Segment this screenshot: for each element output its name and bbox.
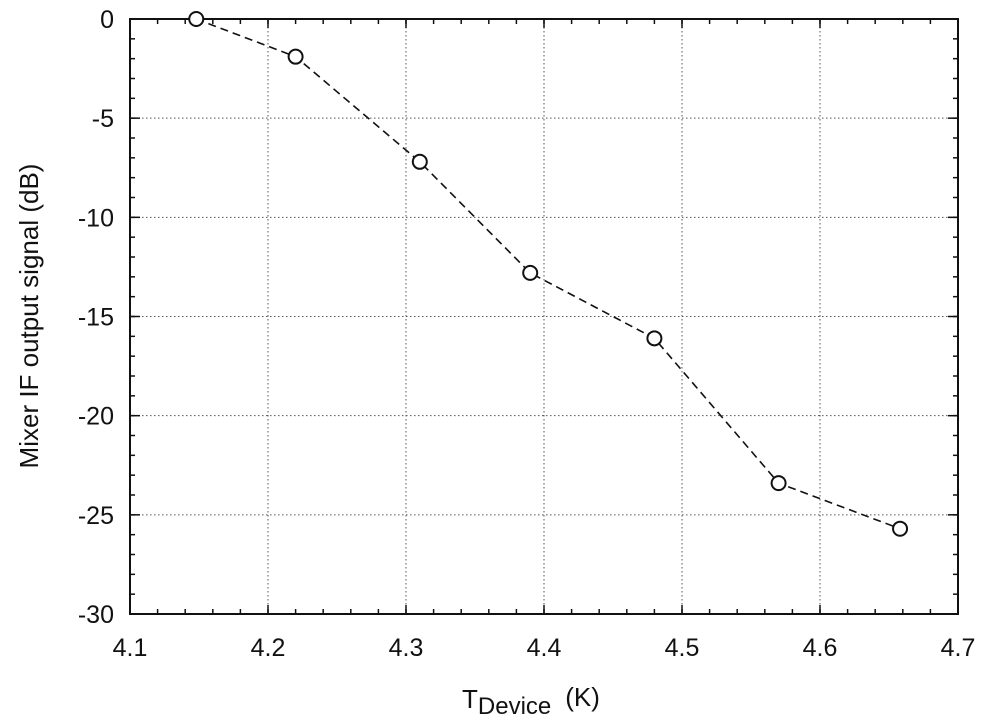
- y-axis-label: Mixer IF output signal (dB): [14, 164, 44, 469]
- data-point-marker: [188, 11, 205, 27]
- x-axis-label-unit: (K): [565, 682, 600, 712]
- x-axis-label: TDevice (K): [462, 682, 600, 720]
- x-tick-label: 4.5: [665, 634, 700, 662]
- y-tick-label: -15: [78, 304, 114, 332]
- x-axis-label-main: T: [462, 684, 478, 714]
- x-tick-label: 4.1: [113, 634, 148, 662]
- grid: [130, 19, 958, 614]
- x-tick-label: 4.3: [389, 634, 424, 662]
- y-tick-label: -25: [78, 502, 114, 530]
- x-tick-labels: 4.1 4.2 4.3 4.4 4.5 4.6 4.7: [113, 634, 976, 662]
- data-point-marker: [287, 48, 304, 65]
- data-point-marker: [411, 153, 428, 170]
- data-point-marker: [892, 520, 909, 537]
- data-point-marker: [770, 475, 787, 492]
- data-point-marker: [522, 264, 539, 281]
- y-tick-label: -5: [92, 105, 114, 133]
- data-point-marker: [646, 330, 663, 347]
- series-group: [188, 11, 909, 537]
- y-tick-label: -30: [78, 601, 114, 629]
- x-tick-label: 4.2: [251, 634, 286, 662]
- y-tick-label: 0: [100, 6, 114, 34]
- x-axis-label-sub: Device: [478, 693, 551, 720]
- series-line: [195, 18, 901, 530]
- plot-frame: [129, 18, 959, 615]
- x-tick-label: 4.4: [527, 634, 562, 662]
- y-tick-label: -10: [78, 204, 114, 232]
- y-tick-labels: 0 -5 -10 -15 -20 -25 -30: [78, 6, 114, 629]
- x-tick-label: 4.7: [941, 634, 976, 662]
- x-tick-label: 4.6: [803, 634, 838, 662]
- y-tick-label: -20: [78, 403, 114, 431]
